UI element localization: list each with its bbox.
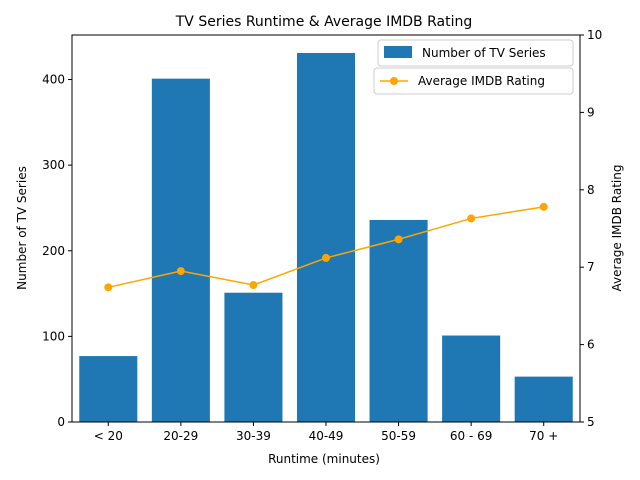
rating-point	[394, 235, 403, 244]
rating-point	[249, 281, 258, 290]
x-tick-label: 70 +	[529, 429, 558, 443]
bar	[369, 219, 428, 422]
legend-label-bars: Number of TV Series	[422, 46, 546, 60]
x-tick-label: 50-59	[381, 429, 416, 443]
rating-point	[539, 202, 548, 211]
ticks: < 20 20-29 30-39 40-49 50-59 60 - 69 70 + 0 100 2…	[42, 28, 602, 443]
x-axis-label: Runtime (minutes)	[268, 452, 380, 466]
y-tick-label: 300	[42, 158, 65, 172]
y2-tick-label: 10	[587, 28, 602, 42]
x-tick-label: 60 - 69	[450, 429, 493, 443]
line-series	[104, 202, 548, 292]
bar-series	[79, 52, 573, 423]
legend-box-bars	[377, 39, 574, 67]
rating-point	[467, 214, 476, 223]
rating-point	[322, 253, 330, 262]
legend-box-line	[373, 67, 574, 95]
bar	[224, 292, 283, 422]
y-axis-label: Number of TV Series	[15, 166, 29, 290]
bar	[514, 376, 573, 422]
y2-tick-label: 7	[587, 260, 595, 274]
rating-point	[176, 267, 185, 276]
legend-swatch-marker	[390, 77, 398, 85]
legend: Number of TV Series Average IMDB Rating	[373, 39, 574, 95]
x-tick-label: 30-39	[236, 429, 271, 443]
y-tick-label: 200	[42, 244, 65, 258]
y2-tick-label: 5	[587, 415, 595, 429]
x-tick-label: 40-49	[309, 429, 344, 443]
y-tick-label: 400	[42, 73, 65, 87]
x-tick-label: < 20	[94, 429, 123, 443]
y2-tick-label: 9	[587, 105, 595, 119]
chart-title: TV Series Runtime & Average IMDB Rating	[175, 14, 473, 30]
bar	[79, 356, 138, 422]
bar	[151, 78, 210, 423]
legend-swatch-bars	[384, 46, 412, 58]
rating-point	[104, 283, 113, 292]
legend-label-line: Average IMDB Rating	[418, 74, 545, 88]
y2-tick-label: 6	[587, 338, 595, 352]
y-tick-label: 0	[57, 415, 65, 429]
x-tick-label: 20-29	[163, 429, 198, 443]
y2-axis-label: Average IMDB Rating	[610, 165, 624, 292]
bar	[296, 52, 356, 422]
bar	[442, 335, 501, 422]
y2-tick-label: 8	[587, 183, 595, 197]
y-tick-label: 100	[42, 329, 65, 343]
